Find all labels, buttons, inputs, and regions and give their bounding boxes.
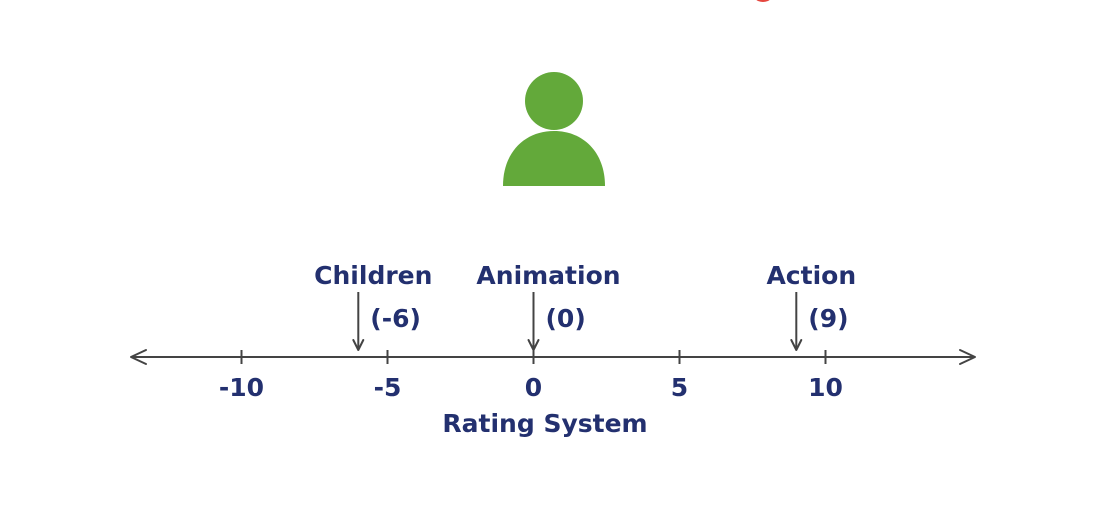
axis-tick-label: -5 [374,373,402,402]
right-arrow-icon [959,349,976,365]
down-arrow-icon [352,339,365,351]
person-silhouette-icon [503,72,605,186]
red-circle-partial-icon [756,0,770,2]
axis-title: Rating System [442,409,647,438]
genre-rating-label: (9) [808,304,848,333]
genre-rating-label: (-6) [370,304,421,333]
person-body [503,131,605,186]
genre-rating-label: (0) [546,304,586,333]
axis-tick-label: 10 [808,373,843,402]
down-arrow-icon [527,339,540,351]
axis-ticks [240,350,827,364]
axis-tick-label: -10 [219,373,264,402]
number-line-axis [130,349,976,365]
genre-marker: Children (-6) [314,261,432,351]
genre-marker: Animation (0) [476,261,621,351]
axis-tick-labels: -10 -5 0 5 10 [219,373,843,402]
left-arrow-icon [130,349,147,365]
down-arrow-icon [790,339,803,351]
genre-name-label: Animation [476,261,620,290]
genre-name-label: Children [314,261,432,290]
axis-tick-label: 0 [525,373,542,402]
genre-name-label: Action [766,261,856,290]
person-head [525,72,583,130]
axis-tick-label: 5 [671,373,688,402]
genre-marker: Action (9) [766,261,856,351]
genre-markers: Children (-6) Animation (0) Action (9) [314,261,856,351]
